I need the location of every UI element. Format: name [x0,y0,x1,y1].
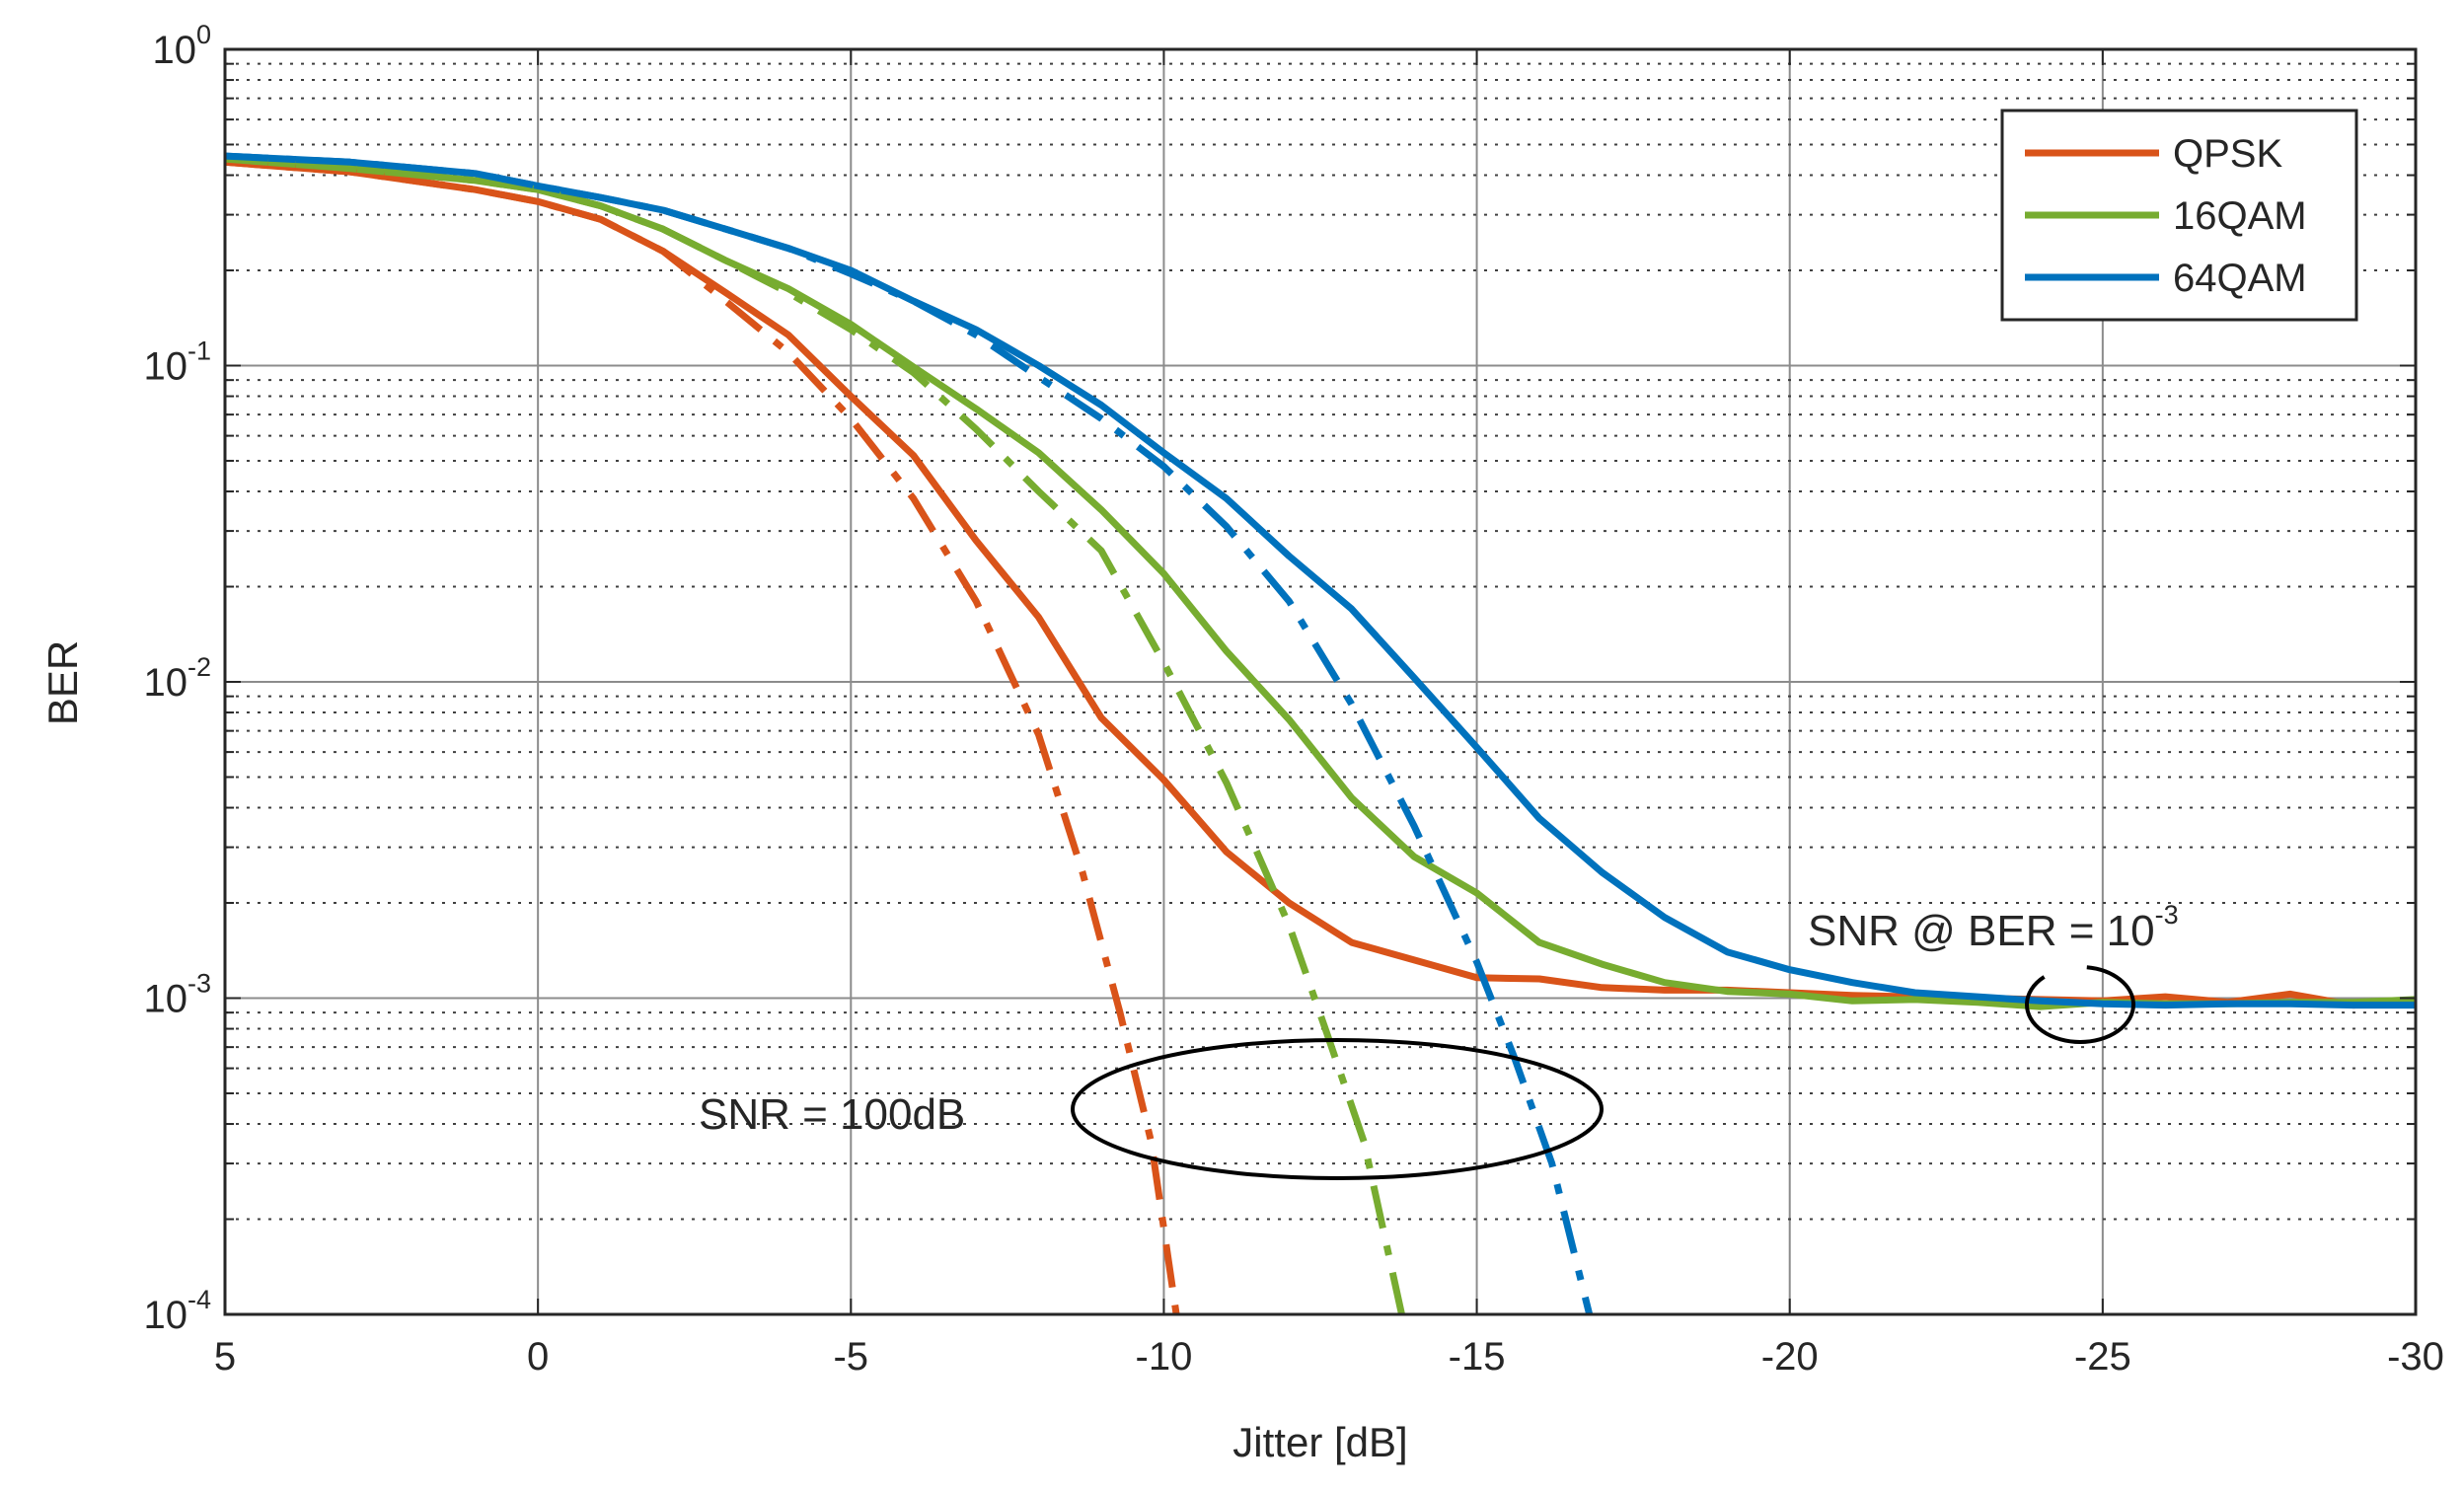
y-tick-label-base: 10 [143,345,187,389]
snr-ber-label-text: SNR @ BER = 10 [1808,907,2155,955]
y-tick-label-base: 10 [143,978,187,1021]
series-line-dashdot-3 [224,158,1180,1315]
y-tick-label: 10-1 [143,336,211,389]
legend: QPSK 16QAM 64QAM [2000,109,2358,322]
y-tick-label-exp: 0 [196,20,211,49]
y-tick-label-exp: -1 [187,336,211,366]
x-tick-label: 0 [527,1335,549,1379]
legend-label-0: QPSK [2173,132,2282,176]
series-line-dashdot-5 [224,152,1594,1315]
series-layer [224,152,2417,1315]
y-tick-label-base: 10 [152,29,196,72]
y-tick-label: 10-3 [143,969,211,1021]
snr-100db-ellipse [1071,1038,1604,1180]
x-tick-label: -20 [1761,1335,1819,1379]
annotation-layer: SNR = 100dB SNR @ BER = 10-3 [699,900,2179,1180]
x-tick-label: -5 [833,1335,868,1379]
x-tick-label: -30 [2387,1335,2444,1379]
y-tick-label-exp: -3 [187,969,211,999]
y-tick-label-exp: -4 [187,1285,211,1314]
y-tick-label: 10-2 [143,652,211,705]
x-tick-label: -15 [1449,1335,1506,1379]
series-line-dashdot-4 [224,155,1405,1315]
x-tick-label: -10 [1136,1335,1193,1379]
y-tick-label-base: 10 [143,661,187,705]
x-tick-label: 5 [214,1335,236,1379]
y-tick-label: 100 [152,20,211,72]
snr-100db-label: SNR = 100dB [699,1090,965,1139]
snr-ber-ellipse [2025,965,2135,1044]
legend-label-1: 16QAM [2173,194,2307,238]
legend-items: QPSK 16QAM 64QAM [2025,132,2307,300]
x-axis-title: Jitter [dB] [1232,1419,1407,1465]
y-tick-label: 10-4 [143,1285,211,1337]
x-tick-label: -25 [2074,1335,2131,1379]
y-tick-label-exp: -2 [187,652,211,682]
y-tick-label-base: 10 [143,1294,187,1337]
legend-label-2: 64QAM [2173,257,2307,300]
snr-ber-label-exp: -3 [2155,900,2179,930]
snr-ber-label: SNR @ BER = 10-3 [1808,900,2179,955]
y-axis-title: BER [39,640,86,725]
